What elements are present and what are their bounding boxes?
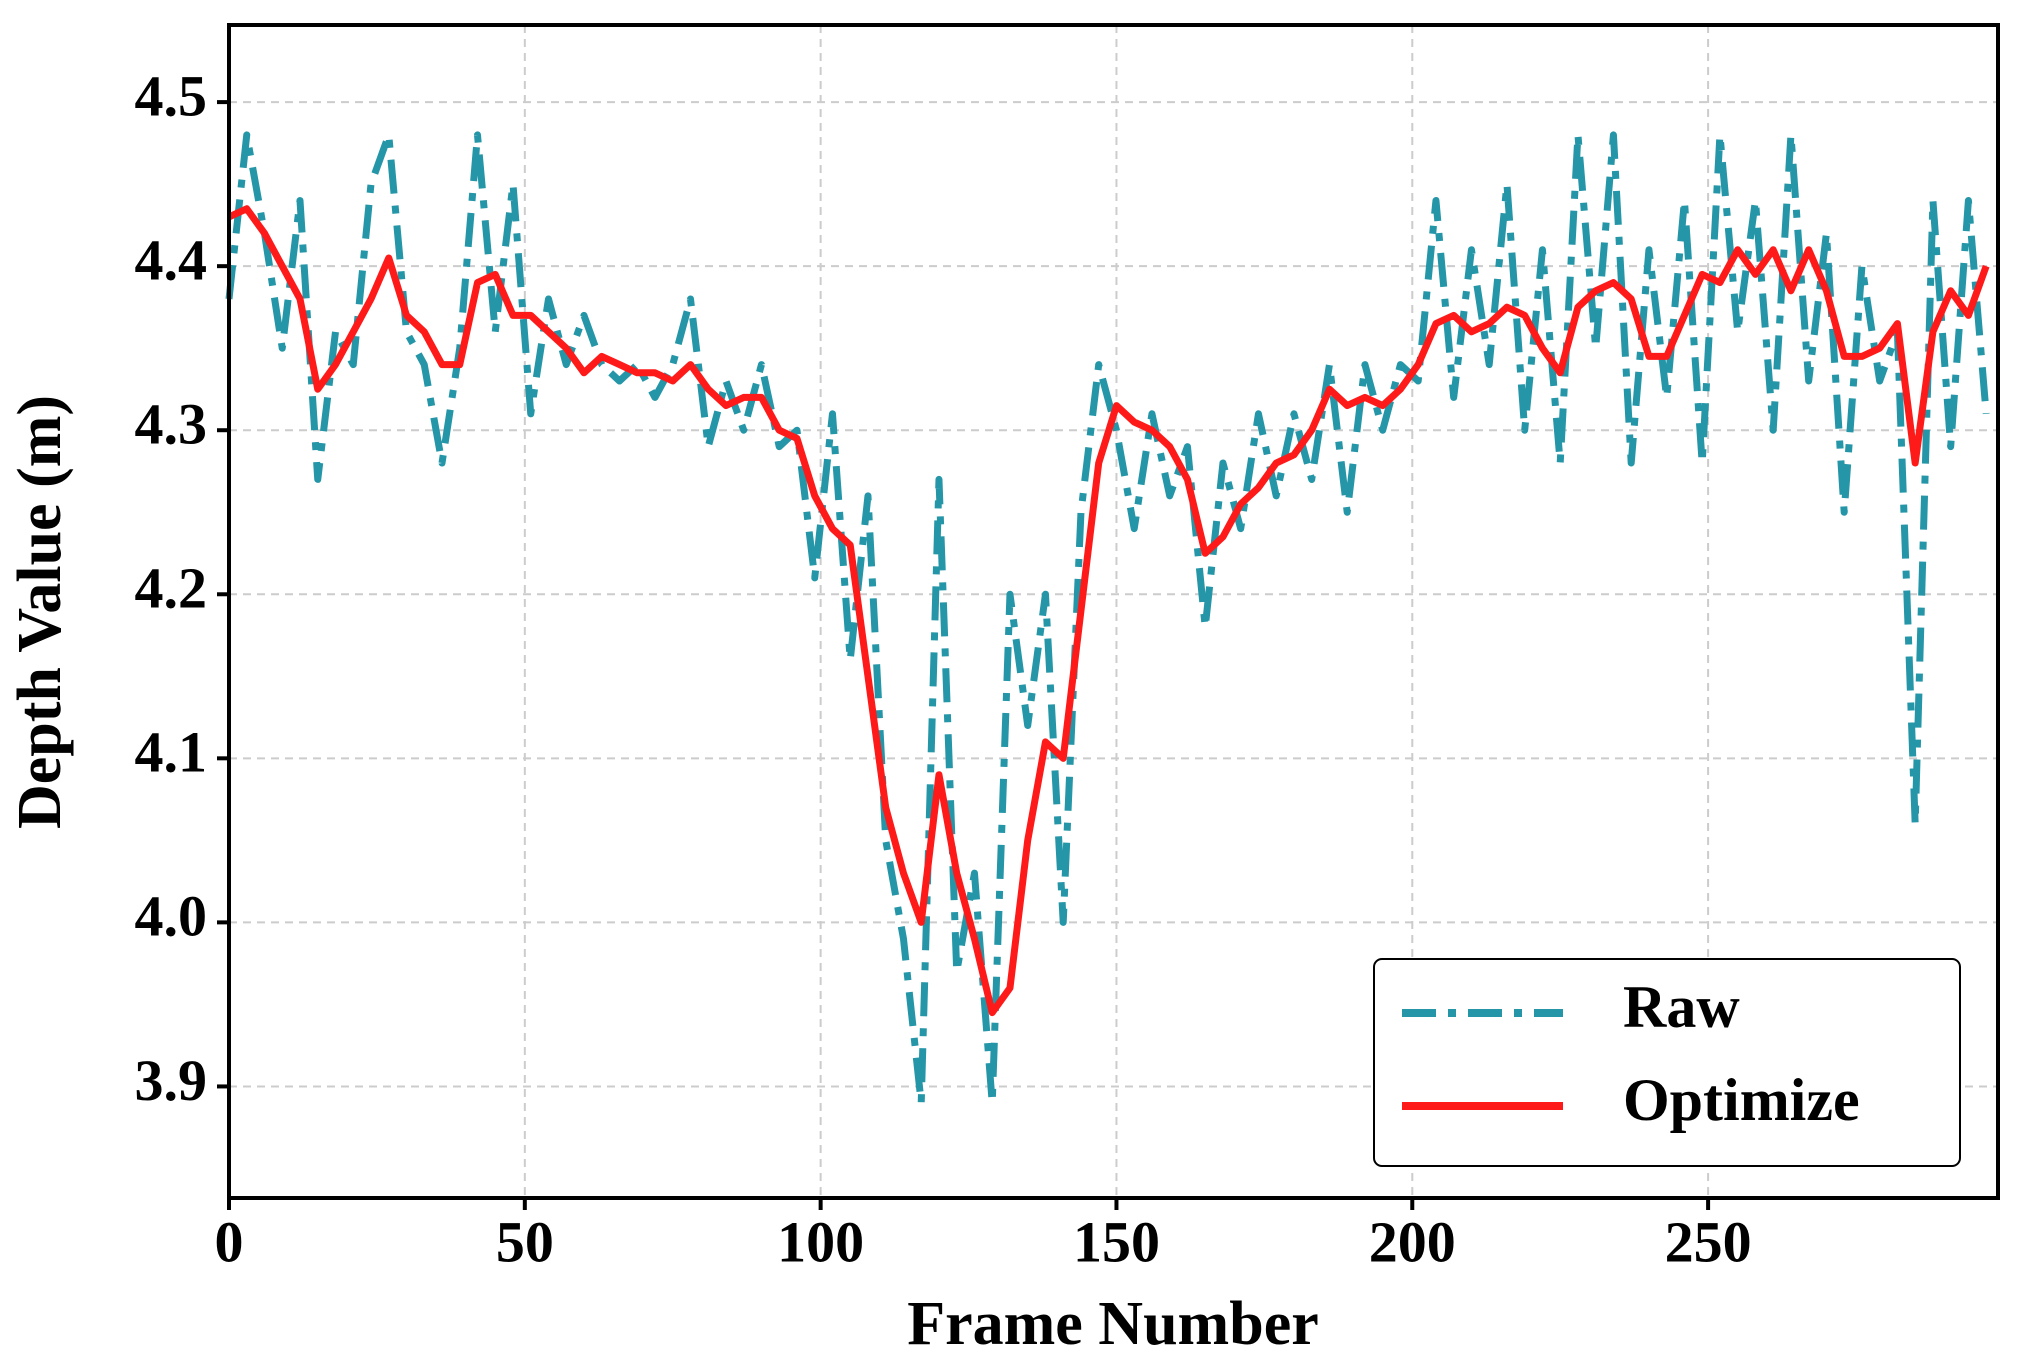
- legend: Raw Optimize: [1373, 958, 1961, 1167]
- x-tick-label: 100: [777, 1209, 864, 1274]
- legend-label: Raw: [1623, 974, 1740, 1040]
- y-tick-label: 4.2: [135, 556, 208, 621]
- y-tick-label: 4.5: [135, 63, 208, 128]
- x-tick-label: 150: [1073, 1209, 1160, 1274]
- x-tick-label: 50: [496, 1209, 554, 1274]
- y-tick-label: 4.3: [135, 392, 208, 457]
- y-tick-label: 3.9: [135, 1048, 208, 1113]
- x-tick-label: 0: [215, 1209, 244, 1274]
- legend-label: Optimize: [1623, 1067, 1860, 1133]
- y-axis-label: Depth Value (m): [6, 395, 74, 829]
- y-tick-label: 4.1: [135, 720, 208, 785]
- x-tick-label: 250: [1665, 1209, 1752, 1274]
- y-tick-label: 4.4: [135, 227, 208, 292]
- x-axis-label: Frame Number: [907, 1290, 1318, 1358]
- plot-frame: [227, 23, 2000, 1200]
- data-line: [227, 205, 1990, 1017]
- x-tick-label: 200: [1369, 1209, 1456, 1274]
- data-line: [225, 131, 1990, 1107]
- y-tick-label: 4.0: [135, 884, 208, 949]
